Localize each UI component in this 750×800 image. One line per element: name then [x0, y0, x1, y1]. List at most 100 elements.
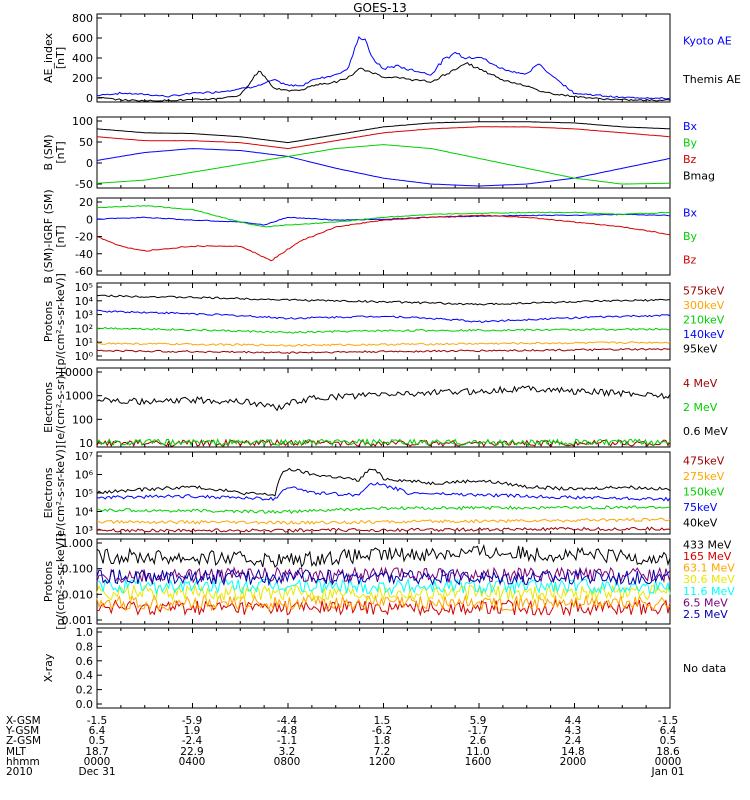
- legend-entry: 433 MeV: [683, 538, 732, 551]
- panel-frame: [96, 116, 671, 189]
- ephemeris-value: 18.6: [656, 745, 680, 758]
- ephemeris-value: -4.8: [276, 725, 298, 738]
- ephemeris-value: 2.4: [564, 735, 582, 748]
- y-tick-label: 400: [72, 52, 93, 65]
- ephemeris-value: 0.5: [88, 735, 106, 748]
- ephemeris-value: -5.9: [181, 715, 203, 727]
- ephemeris-value: 14.8: [561, 745, 585, 758]
- legend-entry: 95keV: [683, 343, 718, 356]
- ephemeris-value: 1600: [464, 755, 492, 768]
- series-line: [96, 205, 671, 228]
- plot-title: GOES-13: [353, 1, 407, 15]
- ephemeris-value: 0000: [83, 755, 111, 768]
- legend-entry: Kyoto AE: [683, 35, 732, 48]
- y-tick-label: 0.6: [76, 655, 94, 668]
- ephemeris-value: 2000: [559, 755, 587, 768]
- ephemeris-value: 6.4: [88, 725, 106, 738]
- panel-note: No data: [683, 662, 726, 675]
- y-axis-label: Electrons: [42, 382, 55, 433]
- ephemeris-label: Y-GSM: [6, 725, 40, 738]
- y-tick-label: 10⁵: [75, 487, 93, 500]
- panel-3: [96, 197, 671, 276]
- series-line: [96, 438, 671, 447]
- y-tick-label: 10³: [75, 309, 93, 322]
- ephemeris-value: 6.4: [659, 725, 677, 738]
- ephemeris-value: Jan 01: [651, 765, 685, 778]
- y-tick-label: 100: [72, 413, 93, 426]
- ephemeris-label: MLT: [6, 745, 26, 758]
- legend-entry: Bmag: [683, 170, 715, 183]
- ephemeris-value: 0800: [273, 755, 301, 768]
- y-axis-unit: [nT]: [54, 47, 67, 69]
- legend-entry: 11.6 MeV: [683, 585, 735, 598]
- series-line: [96, 35, 671, 100]
- y-axis-label: X-ray: [42, 653, 55, 682]
- y-tick-label: 1000: [65, 390, 93, 403]
- series-line: [96, 213, 671, 226]
- panel-8: [96, 627, 671, 709]
- y-tick-label: 10²: [75, 322, 93, 335]
- y-tick-label: 10¹: [75, 336, 93, 349]
- y-axis-unit: [nT]: [54, 225, 67, 247]
- legend-entry: 2.5 MeV: [683, 608, 728, 621]
- y-tick-label: 0: [86, 92, 93, 105]
- y-tick-label: 200: [72, 72, 93, 85]
- ephemeris-value: 0400: [178, 755, 206, 768]
- legend-entry: Themis AE: [682, 73, 741, 86]
- ephemeris-label: hhmm: [6, 755, 40, 768]
- series-line: [96, 505, 671, 515]
- y-tick-label: 10³: [75, 524, 93, 537]
- series-line: [96, 309, 671, 324]
- panel-frame: [96, 627, 671, 709]
- panel-frame: [96, 451, 671, 535]
- legend-entry: 210keV: [683, 314, 725, 327]
- ephemeris-value: -1.5: [86, 715, 108, 727]
- y-tick-label: 0.8: [76, 640, 94, 653]
- legend-entry: 150keV: [683, 485, 725, 498]
- legend-entry: 475keV: [683, 454, 725, 467]
- panel-5: [96, 367, 671, 448]
- y-tick-label: 0: [86, 213, 93, 226]
- series-line: [96, 341, 671, 347]
- y-tick-label: 0.0: [76, 698, 94, 711]
- panel-frame: [96, 367, 671, 448]
- legend-entry: 4 MeV: [683, 377, 718, 390]
- y-axis-label: B (SM)-IGRF (SM): [42, 189, 55, 283]
- legend-entry: 140keV: [683, 328, 725, 341]
- y-axis-unit: [nT]: [54, 141, 67, 163]
- y-tick-label: 100: [72, 115, 93, 128]
- ephemeris-value: 4.4: [564, 715, 582, 727]
- series-line: [96, 148, 671, 187]
- series-line: [96, 543, 671, 568]
- y-tick-label: 0.001: [62, 614, 94, 627]
- ephemeris-value: -1.1: [276, 735, 298, 748]
- legend-entry: Bz: [683, 253, 697, 266]
- series-line: [96, 126, 671, 150]
- y-tick-label: 10: [79, 437, 93, 450]
- y-axis-unit: [p/(cm²-s-sr-keV)]: [54, 273, 67, 370]
- legend-entry: 40keV: [683, 516, 718, 529]
- panel-frame: [96, 282, 671, 361]
- panel-2: [96, 116, 671, 189]
- ephemeris-value: 1.9: [183, 725, 201, 738]
- legend-entry: 0.6 MeV: [683, 425, 728, 438]
- legend-entry: By: [683, 137, 698, 150]
- ephemeris-value: 5.9: [469, 715, 487, 727]
- y-axis-label: Protons: [42, 301, 55, 342]
- ephemeris-value: -2.4: [181, 735, 203, 748]
- series-line: [96, 577, 671, 596]
- ephemeris-value: 22.9: [180, 745, 204, 758]
- y-tick-label: 10⁵: [75, 281, 93, 294]
- y-tick-label: 50: [79, 136, 93, 149]
- legend-entry: 275keV: [683, 470, 725, 483]
- ephemeris-value: 0.5: [659, 735, 677, 748]
- ephemeris-value: 1200: [368, 755, 396, 768]
- series-line: [96, 526, 671, 533]
- legend-entry: 2 MeV: [683, 401, 718, 414]
- series-line: [96, 326, 671, 334]
- panel-4: [96, 282, 671, 361]
- y-tick-label: 0: [86, 157, 93, 170]
- ephemeris-value: -6.2: [371, 725, 393, 738]
- ephemeris-value: 2.6: [469, 735, 487, 748]
- ephemeris-value: 1.5: [373, 715, 391, 727]
